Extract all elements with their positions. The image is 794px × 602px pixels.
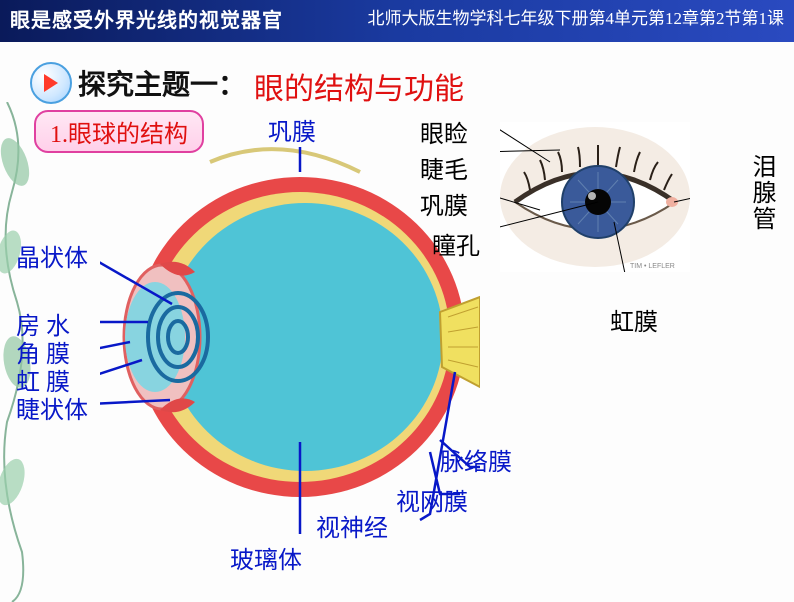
topic-prefix: 探究主题一：	[78, 63, 246, 103]
svg-text:TIM • LEFLER: TIM • LEFLER	[630, 263, 675, 270]
eye-photo-area: TIM • LEFLER	[500, 122, 760, 302]
plabel-leixianguan: 泪腺管	[744, 154, 779, 232]
main-title: 眼的结构与功能	[254, 64, 464, 108]
header-bar: 眼是感受外界光线的视觉器官 北师大版生物学科七年级下册第4单元第12章第2节第1…	[0, 0, 794, 42]
header-right-breadcrumb: 北师大版生物学科七年级下册第4单元第12章第2节第1课	[368, 4, 785, 29]
label-shiwangmo: 视网膜	[396, 482, 468, 517]
plabel-yanjian: 眼睑	[420, 114, 468, 149]
header-left-title: 眼是感受外界光线的视觉器官	[10, 4, 283, 33]
label-maoluomo: 脉络膜	[440, 442, 512, 477]
label-jingzhuangti: 晶状体	[16, 238, 88, 273]
plabel-gongmo: 巩膜	[420, 186, 468, 221]
plabel-hongmo: 虹膜	[610, 302, 658, 337]
slide-body: 探究主题一： 眼的结构与功能 1.眼球的结构	[0, 42, 794, 596]
plabel-jiemao: 睫毛	[420, 150, 468, 185]
arrow-icon	[30, 62, 72, 104]
plabel-tongkong: 瞳孔	[432, 226, 480, 261]
label-gongmo-top: 巩膜	[268, 112, 316, 147]
label-jiezhuangti: 睫状体	[16, 390, 88, 425]
eye-photo: TIM • LEFLER	[500, 122, 690, 272]
label-boliti: 玻璃体	[230, 540, 302, 575]
label-shishenjing: 视神经	[316, 508, 388, 543]
topic-badge: 探究主题一：	[30, 62, 246, 104]
